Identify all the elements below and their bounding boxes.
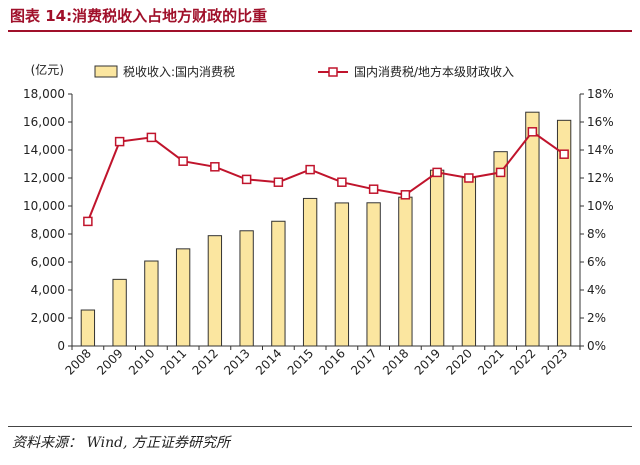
x-tick-label: 2015 [285,346,316,377]
legend: 税收收入:国内消费税 国内消费税/地方本级财政收入 [94,64,514,79]
x-tick-label: 2013 [221,346,252,377]
x-tick-label: 2011 [158,346,189,377]
x-tick-label: 2023 [539,346,570,377]
y-tick-label-left: 18,000 [23,87,65,101]
ratio-point [273,177,284,187]
y-tick-label-right: 4% [587,283,606,297]
legend-marker-line [328,67,338,77]
bar [493,151,508,347]
bar [398,196,413,347]
bar [239,230,254,347]
ratio-point [83,216,93,227]
y-tick-label-left: 6,000 [31,255,65,269]
ratio-point [337,177,347,187]
y-tick-label-left: 4,000 [31,283,65,297]
bar [556,119,572,347]
y-tick-label-left: 16,000 [23,115,65,129]
y-tick-label-left: 8,000 [31,227,65,241]
legend-label-line: 国内消费税/地方本级财政收入 [354,64,514,79]
ratio-point [559,149,569,159]
bar [302,197,318,347]
legend-label-bar: 税收收入:国内消费税 [123,65,235,79]
ratio-point [241,174,252,185]
x-tick-label: 2021 [475,346,506,377]
y-axis-unit: (亿元) [31,62,64,77]
y-tick-label-right: 10% [587,199,614,213]
chart: 0 2,000 4,000 6,000 8,000 10,000 12,000 14,000 1… [23,62,614,378]
ratio-point [432,167,442,178]
x-tick-label: 2019 [412,346,443,377]
bar [366,202,381,347]
bar [175,248,191,347]
x-tick-label: 2014 [253,346,284,377]
bottom-rule [8,426,632,427]
x-tick-label: 2010 [126,346,157,377]
line-series [83,127,569,227]
x-tick-label: 2009 [94,346,125,377]
y-tick-label-left: 2,000 [31,311,65,325]
x-tick-label: 2022 [507,346,538,377]
x-tick-label: 2016 [316,346,347,377]
source-note: 资料来源： Wind, 方正证券研究所 [12,435,230,451]
ratio-line [86,130,565,222]
y-tick-label-left: 14,000 [23,143,65,157]
ratio-point [146,132,157,143]
ratio-point [305,164,315,175]
ratio-point [527,127,538,137]
bar [144,260,159,347]
x-tick-label: 2008 [62,346,93,377]
legend-swatch-bar [94,65,118,78]
axes: 0 2,000 4,000 6,000 8,000 10,000 12,000 14,000 1… [23,62,614,378]
y-tick-label-left: 10,000 [23,199,65,213]
y-tick-label-right: 16% [587,115,614,129]
ratio-point [400,190,411,200]
y-tick-label-right: 14% [587,143,614,157]
x-tick-label: 2012 [189,346,220,377]
ratio-point [495,167,506,178]
y-tick-label-right: 12% [587,171,614,185]
title-rule [8,30,632,32]
y-tick-label-left: 12,000 [23,171,65,185]
y-tick-label-right: 0% [587,339,606,353]
bar-series [80,111,572,347]
title-bar: 图表 14:消费税收入占地方财政的比重 [0,0,640,30]
bar [429,169,445,347]
bar [80,309,96,347]
bar [334,202,350,347]
ratio-point [178,156,188,166]
x-tick-label: 2018 [380,346,411,377]
ratio-point [114,136,125,147]
ratio-point [368,184,379,194]
y-tick-label-left: 0 [57,339,65,353]
y-tick-label-right: 6% [587,255,606,269]
bar [461,177,477,347]
bar [271,220,286,347]
y-tick-label-right: 18% [587,87,614,101]
ratio-point [464,173,474,183]
bar [112,278,127,347]
ratio-point [210,162,220,172]
x-tick-label: 2017 [348,346,379,377]
y-tick-label-right: 8% [587,227,606,241]
bar [207,235,223,347]
bar [525,111,540,347]
x-tick-label: 2020 [443,346,474,377]
chart-title: 图表 14:消费税收入占地方财政的比重 [10,7,268,25]
y-tick-label-right: 2% [587,311,606,325]
